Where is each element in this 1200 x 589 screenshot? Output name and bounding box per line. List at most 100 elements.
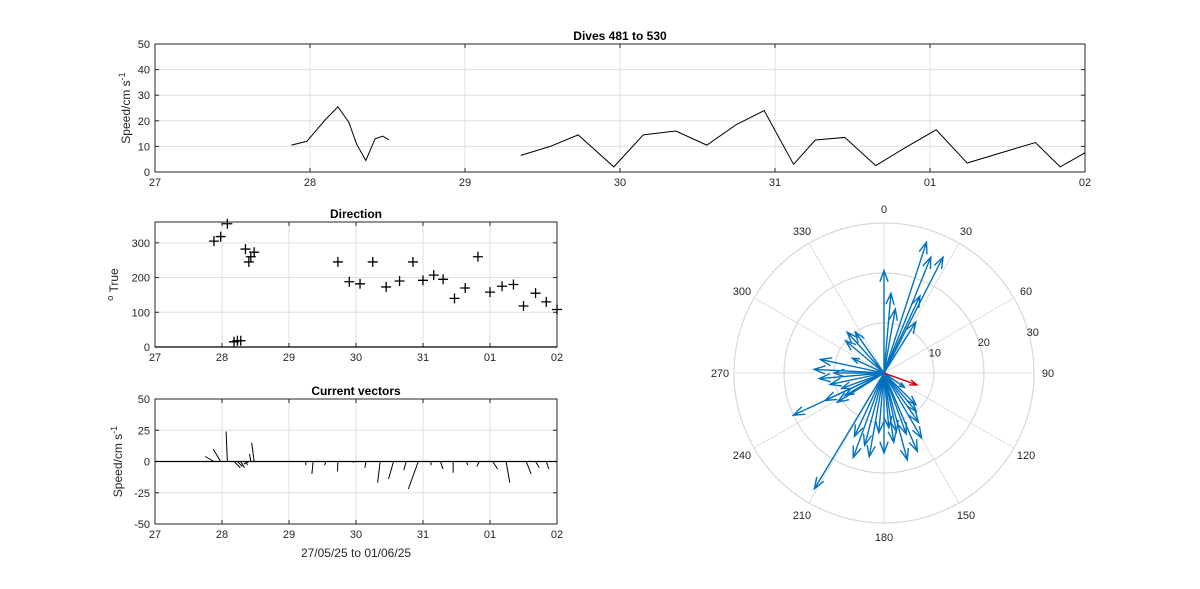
direction-point: [418, 275, 428, 286]
polar-vector: [883, 372, 917, 412]
x-tick-label: 02: [1079, 177, 1091, 189]
polar-vector: [883, 321, 917, 374]
y-tick-label: 10: [138, 141, 150, 153]
polar-theta-label: 0: [881, 204, 887, 216]
polar-vector: [883, 372, 905, 388]
polar-spoke: [883, 242, 960, 374]
polar-theta-label: 60: [1020, 286, 1032, 298]
current-vector: [311, 461, 314, 475]
polar-vector-head: [887, 430, 897, 445]
polar-vector-head: [879, 441, 889, 456]
direction-title: Direction: [330, 207, 382, 221]
polar-vector: [820, 358, 885, 374]
polar-vector: [883, 256, 932, 374]
y-tick-label: 0: [144, 167, 150, 179]
x-tick-label: 30: [614, 177, 626, 189]
direction-point: [552, 304, 562, 315]
polar-vector-head: [888, 306, 899, 321]
polar-vector-head: [905, 320, 917, 335]
x-tick-label: 02: [551, 529, 563, 541]
polar-vector-head: [908, 439, 919, 454]
speed-series-line: [520, 109, 1086, 168]
vectors-axes: 27 28 29 30 31 01 02 -50 -25 0 25 50 Speed/cm s-1: [109, 394, 563, 541]
direction-point: [508, 279, 519, 290]
polar-vector-head: [813, 476, 825, 491]
y-tick-label: 0: [144, 457, 150, 469]
x-tick-label: 28: [304, 177, 316, 189]
polar-vector: [878, 372, 885, 433]
polar-vector-head: [843, 387, 855, 397]
x-tick-label: 27: [149, 177, 161, 189]
x-tick-label: 01: [484, 352, 496, 364]
current-vector: [249, 453, 252, 462]
polar-theta-label: 240: [733, 450, 751, 462]
polar-vector: [830, 372, 885, 386]
direction-point: [394, 276, 405, 287]
x-tick-label: 31: [417, 529, 429, 541]
polar-vector-head: [835, 392, 850, 404]
polar-vector-head: [879, 268, 889, 283]
polar-vector-head: [818, 357, 833, 367]
current-vector: [233, 461, 241, 469]
direction-point: [541, 296, 552, 307]
speed-title: Dives 481 to 530: [573, 29, 667, 43]
y-tick-label: 50: [138, 39, 150, 51]
polar-vector: [883, 372, 918, 452]
polar-mean-vector-head: [909, 379, 919, 386]
polar-vector-head: [853, 424, 864, 439]
current-vector: [212, 448, 222, 462]
speed-axes: 27 28 29 30 31 01 02 0 10 20 30 40 50 Speed/cm s-1: [117, 39, 1091, 189]
polar-r-label: 30: [1027, 327, 1039, 339]
current-vector: [377, 461, 381, 483]
x-tick-label: 30: [350, 352, 362, 364]
polar-vector: [836, 372, 885, 403]
polar-vector-head: [874, 421, 885, 435]
polar-vector-head: [831, 368, 845, 378]
polar-vector-head: [852, 445, 862, 460]
polar-vector: [854, 331, 885, 374]
polar-mean-vector: [883, 372, 918, 386]
polar-theta-label: 210: [793, 510, 811, 522]
vectors-xlabel: 27/05/25 to 01/06/25: [301, 546, 411, 560]
x-tick-label: 27: [149, 529, 161, 541]
polar-theta-label: 150: [957, 510, 975, 522]
current-vector: [251, 442, 255, 462]
vectors-title: Current vectors: [311, 384, 401, 398]
polar-vector-head: [906, 395, 918, 407]
y-axis-label: o True: [105, 268, 121, 301]
polar-vector-head: [862, 433, 873, 448]
current-vector: [240, 461, 245, 469]
y-tick-label: 50: [138, 394, 150, 406]
y-tick-label: 100: [132, 307, 150, 319]
polar-vector-head: [791, 406, 806, 417]
polar-vector: [883, 242, 928, 374]
polar-vector-head: [908, 410, 920, 424]
polar-vector-head: [845, 330, 859, 344]
x-tick-label: 31: [769, 177, 781, 189]
direction-point: [332, 256, 343, 267]
direction-point: [208, 236, 219, 247]
polar-ring: [733, 222, 1035, 524]
polar-vector-head: [933, 255, 944, 270]
x-tick-label: 01: [484, 529, 496, 541]
polar-vector: [819, 372, 885, 380]
polar-vector: [883, 256, 944, 374]
direction-point: [243, 256, 254, 267]
direction-point: [344, 276, 355, 287]
y-tick-label: -25: [134, 488, 150, 500]
polar-vector-head: [910, 294, 921, 308]
direction-point: [367, 256, 378, 267]
direction-axes: 27 28 29 30 31 01 02 0 100 200 300 o True: [105, 218, 563, 364]
direction-point: [240, 244, 251, 255]
y-axis-label: Speed/cm s-1: [117, 72, 133, 143]
polar-vector-head: [899, 447, 910, 462]
direction-point: [222, 218, 233, 229]
direction-point: [497, 281, 508, 292]
direction-point: [407, 256, 418, 267]
polar-vector: [883, 372, 917, 406]
current-vector: [407, 461, 419, 490]
current-vector: [492, 461, 499, 470]
polar-theta-label: 270: [711, 368, 729, 380]
y-axis-label: Speed/cm s-1: [109, 426, 125, 497]
